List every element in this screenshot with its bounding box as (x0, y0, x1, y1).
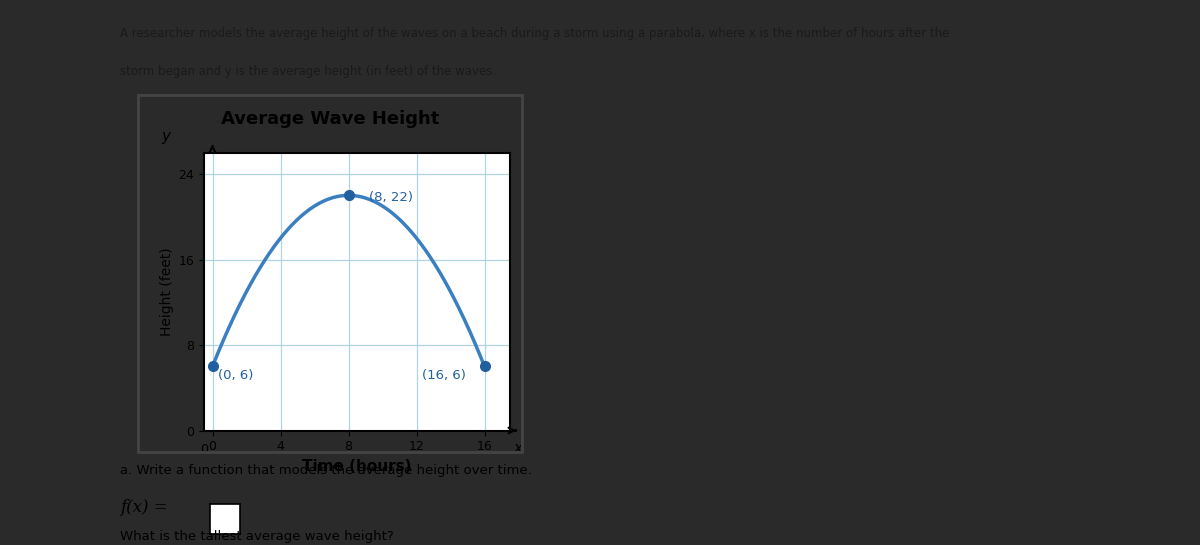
Text: storm began and y is the average height (in feet) of the waves.: storm began and y is the average height … (120, 65, 496, 78)
Text: x: x (514, 441, 522, 456)
Text: (16, 6): (16, 6) (421, 369, 466, 382)
X-axis label: Time (hours): Time (hours) (302, 459, 412, 474)
Text: A researcher models the average height of the waves on a beach during a storm us: A researcher models the average height o… (120, 27, 949, 40)
Text: (0, 6): (0, 6) (217, 369, 253, 382)
Text: y: y (161, 130, 170, 144)
Text: Average Wave Height: Average Wave Height (221, 110, 439, 128)
Text: What is the tallest average wave height?: What is the tallest average wave height? (120, 530, 394, 543)
Text: 0: 0 (200, 443, 208, 456)
Y-axis label: Height (feet): Height (feet) (161, 247, 174, 336)
Text: f(x) =: f(x) = (120, 499, 168, 516)
Text: a. Write a function that models the average height over time.: a. Write a function that models the aver… (120, 464, 532, 477)
Text: (8, 22): (8, 22) (368, 191, 413, 204)
